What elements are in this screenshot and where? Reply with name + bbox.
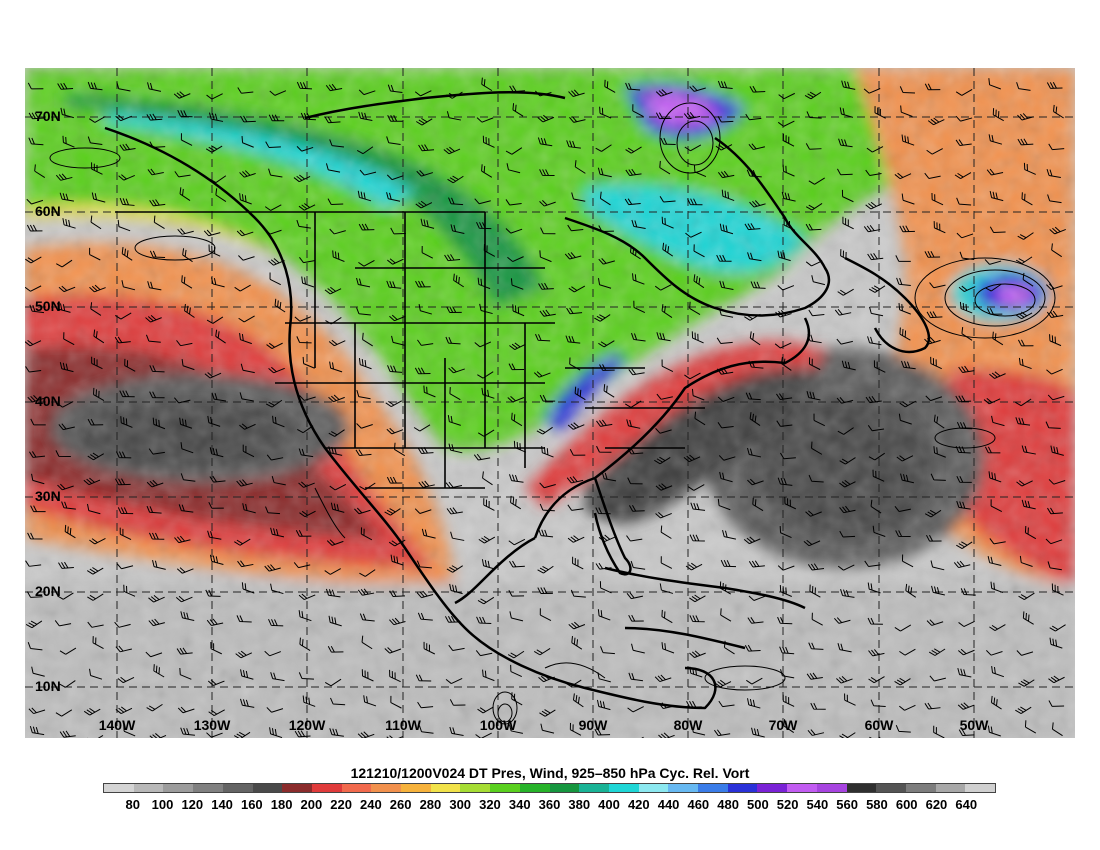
state-borders: [115, 211, 705, 489]
lon-label-50w: 50W: [959, 717, 989, 733]
colorbar-label: 560: [836, 797, 859, 812]
colorbar-swatch: [668, 784, 699, 792]
colorbar-swatch: [519, 784, 550, 792]
colorbar-label: 400: [598, 797, 620, 812]
colorbar-swatch: [222, 784, 253, 792]
vorticity-contours: [49, 102, 1056, 725]
colorbar-swatch: [490, 784, 520, 792]
colorbar-swatch: [608, 784, 639, 792]
colorbar-label: 360: [538, 797, 561, 812]
lat-label-60n: 60N: [35, 203, 61, 219]
lon-label-120w: 120W: [288, 717, 326, 733]
colorbar-label: 240: [360, 797, 382, 812]
lat-label-50n: 50N: [35, 298, 61, 314]
colorbar-label: 440: [657, 797, 680, 812]
colorbar-label: 140: [211, 797, 233, 812]
colorbar-swatch: [846, 784, 877, 792]
colorbar-swatch: [579, 784, 609, 792]
colorbar-swatch: [757, 784, 788, 792]
colorbar-swatch: [401, 784, 431, 792]
colorbar-label: 340: [508, 797, 531, 812]
colorbar-swatch: [935, 784, 966, 792]
colorbar-swatch: [460, 784, 491, 792]
graticule: [25, 68, 1075, 738]
lon-label-110w: 110W: [385, 717, 421, 733]
colorbar-label: 200: [300, 797, 323, 812]
colorbar-label: 120: [181, 797, 204, 812]
colorbar-swatch: [816, 784, 847, 792]
colorbar-swatch: [430, 784, 461, 792]
colorbar-label: 520: [776, 797, 799, 812]
colorbar-swatch: [341, 784, 372, 792]
colorbar-label: 480: [717, 797, 739, 812]
colorbar-label: 640: [955, 797, 978, 812]
colorbar-label: 620: [925, 797, 948, 812]
lat-label-40n: 40N: [35, 393, 61, 409]
map-title: 121210/1200V024 DT Pres, Wind, 925–850 h…: [350, 765, 750, 781]
colorbar-label: 580: [866, 797, 888, 812]
weather-map: 70N 60N 50N 40N 30N 20N 10N: [25, 68, 1075, 738]
lon-label-80w: 80W: [673, 717, 703, 733]
colorbar-label: 300: [449, 797, 472, 812]
colorbar-labels: 80 100 120 140 160 180 200 220 240 260 280 300 320 34…: [103, 797, 996, 813]
lon-label-60w: 60W: [864, 717, 894, 733]
colorbar-swatch: [638, 784, 669, 792]
lon-label-70w: 70W: [768, 717, 798, 733]
colorbar-label: 260: [389, 797, 412, 812]
map-plot: [25, 68, 1075, 738]
colorbar-swatch: [252, 784, 283, 792]
colorbar-swatch: [965, 784, 996, 792]
colorbar-label: 540: [806, 797, 829, 812]
colorbar-label: 220: [330, 797, 352, 812]
colorbar-swatch: [104, 784, 134, 792]
colorbar-swatch: [311, 784, 342, 792]
colorbar-label: 420: [627, 797, 650, 812]
colorbar-swatch: [371, 784, 402, 792]
lon-label-90w: 90W: [578, 717, 608, 733]
colorbar-label: 380: [568, 797, 591, 812]
colorbar-label: 280: [419, 797, 442, 812]
colorbar-swatch: [282, 784, 312, 792]
lat-label-10n: 10N: [35, 678, 61, 694]
colorbar: [103, 783, 996, 793]
lon-label-100w: 100W: [479, 717, 517, 733]
colorbar-swatch: [787, 784, 817, 792]
colorbar-label: 100: [151, 797, 174, 812]
colorbar-swatch: [727, 784, 758, 792]
colorbar-label: 600: [895, 797, 918, 812]
colorbar-label: 320: [479, 797, 501, 812]
wind-barbs: [25, 77, 1066, 738]
colorbar-swatch: [876, 784, 906, 792]
colorbar-label: 160: [240, 797, 263, 812]
colorbar-swatch: [193, 784, 223, 792]
colorbar-swatch: [905, 784, 936, 792]
colorbar-label: 500: [747, 797, 769, 812]
colorbar-swatch: [549, 784, 580, 792]
colorbar-swatch: [133, 784, 164, 792]
colorbar-label: 180: [270, 797, 293, 812]
lat-label-20n: 20N: [35, 583, 61, 599]
colorbar-swatch: [163, 784, 194, 792]
lat-label-30n: 30N: [35, 488, 61, 504]
colorbar-swatch: [698, 784, 728, 792]
colorbar-label: 460: [687, 797, 710, 812]
colorbar-label: 80: [125, 797, 140, 812]
field-texture: [25, 68, 1075, 738]
lon-label-130w: 130W: [193, 717, 231, 733]
lon-label-140w: 140W: [98, 717, 136, 733]
coastlines: [104, 90, 931, 710]
lat-label-70n: 70N: [35, 108, 61, 124]
